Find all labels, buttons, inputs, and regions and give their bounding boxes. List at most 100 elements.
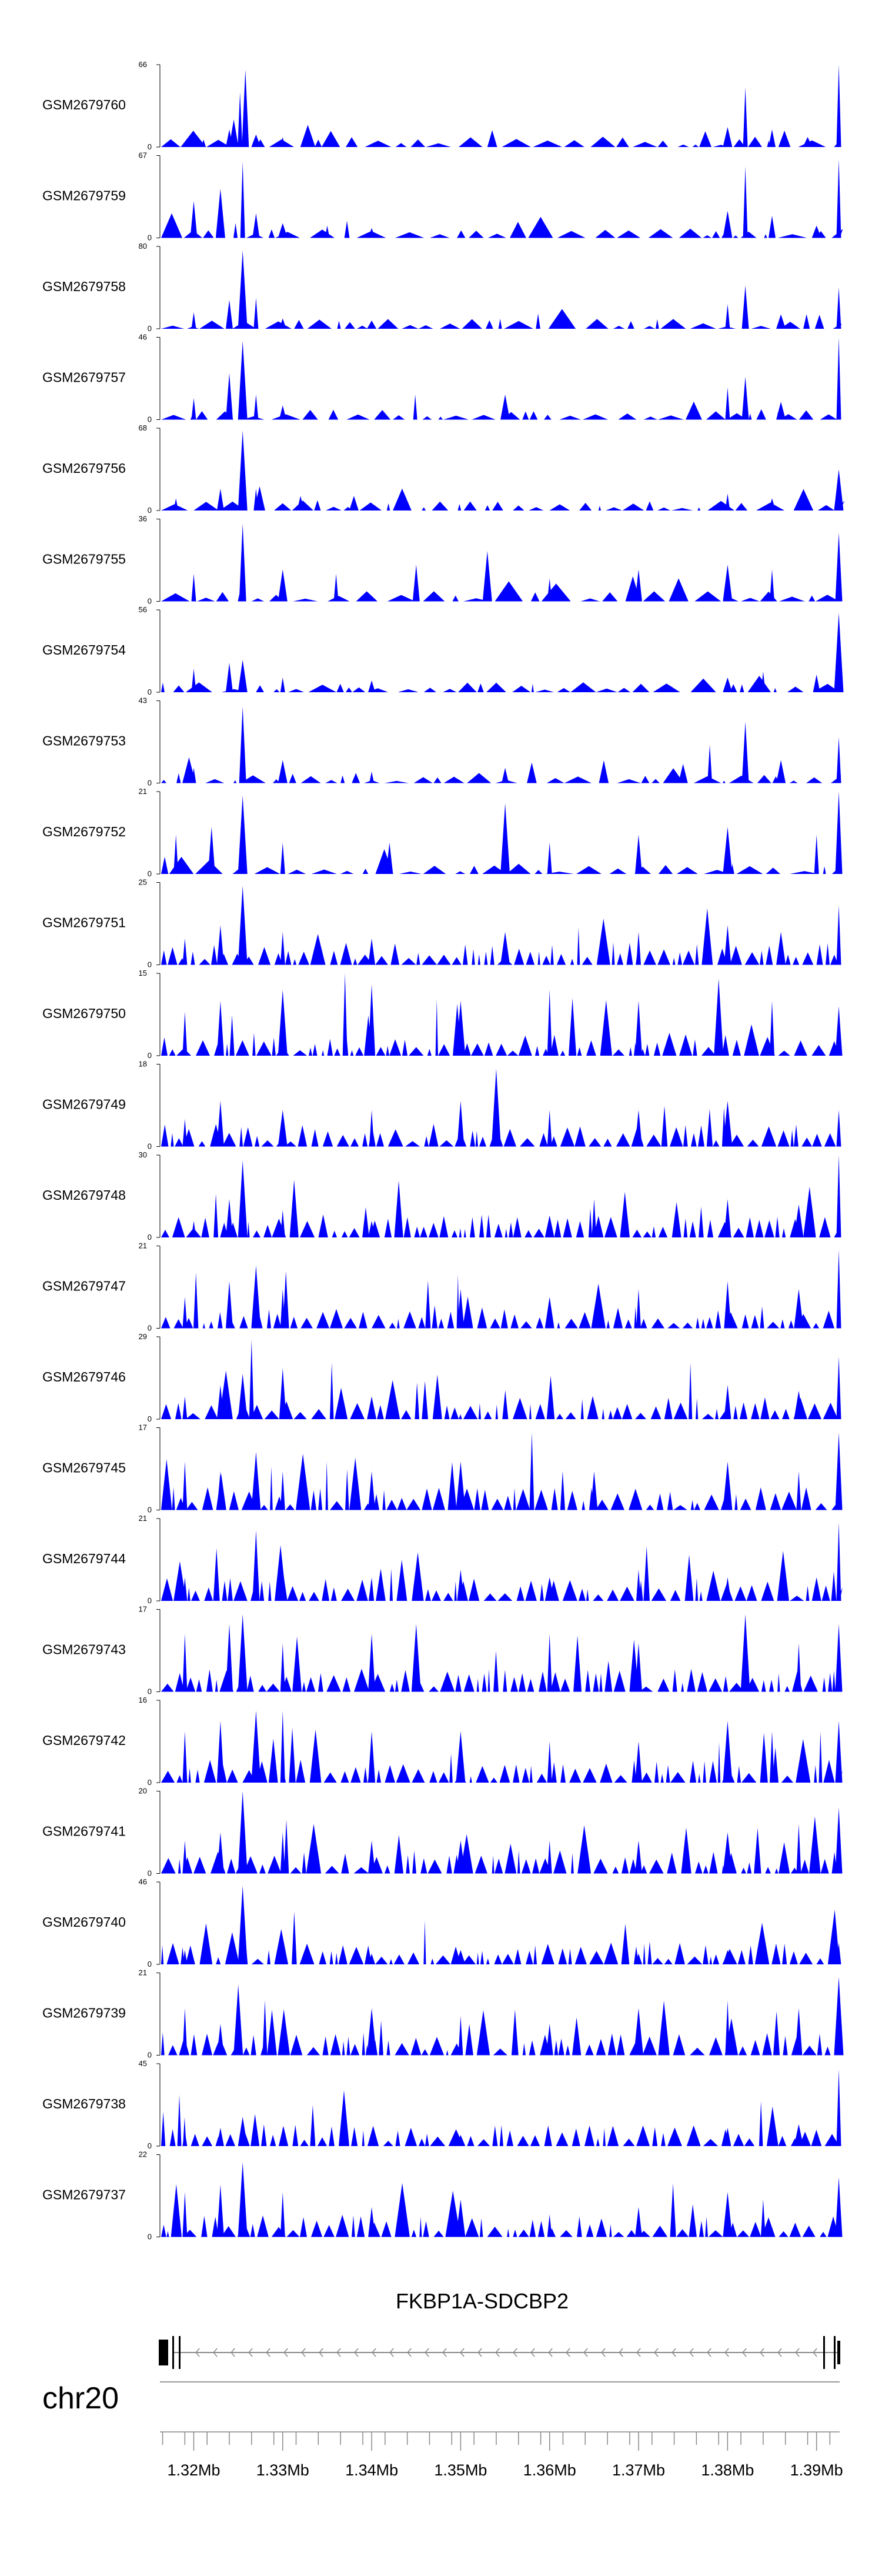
coverage-background	[161, 1271, 835, 1329]
track-label: GSM2679741	[42, 1824, 126, 1839]
coverage-peak	[278, 1569, 288, 1601]
coverage-peak	[635, 1643, 642, 1692]
coverage-peak	[635, 1000, 642, 1056]
coverage-peak	[279, 2024, 286, 2056]
y-min-label: 0	[148, 142, 152, 151]
y-min-label: 0	[148, 1414, 152, 1423]
y-min-label: 0	[148, 1051, 152, 1060]
axis-tick-label: 1.37Mb	[612, 2461, 665, 2479]
axis-tick-label: 1.34Mb	[345, 2461, 398, 2479]
strand-arrow-icon	[389, 2348, 394, 2357]
track-GSM2679739: GSM2679739 21 0	[42, 1968, 844, 2060]
y-min-label: 0	[148, 415, 152, 424]
coverage-peak	[457, 1569, 465, 1601]
y-max-label: 45	[139, 2059, 147, 2068]
coverage-peak	[280, 2127, 285, 2146]
y-max-label: 29	[139, 1332, 147, 1341]
coverage-peak	[776, 402, 786, 420]
coverage-background	[161, 2090, 840, 2146]
coverage-peak	[796, 1643, 801, 1692]
track-GSM2679750: GSM2679750 15 0	[42, 969, 843, 1060]
coverage-peak	[182, 2192, 188, 2237]
coverage-peak	[367, 2008, 377, 2056]
axis-tick-label: 1.35Mb	[434, 2461, 487, 2479]
y-max-label: 67	[139, 151, 147, 160]
coverage-peak	[456, 1840, 466, 1874]
strand-arrow-icon	[283, 2348, 288, 2357]
coverage-peak	[226, 663, 233, 692]
coverage-background	[161, 125, 840, 147]
coverage-peak	[238, 2117, 248, 2146]
track-label: GSM2679751	[42, 915, 126, 930]
coverage-peak	[592, 1199, 597, 1237]
coverage-peak	[769, 498, 776, 510]
coverage-peak	[835, 532, 843, 602]
y-min-label: 0	[148, 597, 152, 606]
coverage-peak	[456, 2135, 466, 2146]
strand-arrow-icon	[354, 2348, 359, 2357]
track-label: GSM2679747	[42, 1279, 126, 1294]
coverage-peak	[233, 1984, 243, 2056]
track-GSM2679746: GSM2679746 29 0	[42, 1332, 841, 1423]
strand-arrow-icon	[301, 2348, 306, 2357]
coverage-background	[161, 213, 843, 238]
coverage-peak	[208, 827, 215, 874]
coverage-peak	[280, 932, 285, 965]
coverage-background	[161, 1453, 840, 1510]
coverage-peak	[369, 1110, 375, 1147]
track-GSM2679740: GSM2679740 46 0	[42, 1877, 841, 1968]
y-max-label: 17	[139, 1605, 147, 1614]
coverage-peak	[835, 1432, 843, 1510]
coverage-peak	[836, 65, 841, 147]
y-min-label: 0	[148, 2233, 152, 2241]
coverage-peak	[724, 1199, 731, 1237]
coverage-peak	[835, 2177, 843, 2237]
track-GSM2679753: GSM2679753 43 0	[42, 696, 841, 788]
coverage-background	[161, 1636, 840, 1692]
coverage-peak	[190, 201, 198, 238]
coverage-peak	[280, 137, 285, 147]
strand-arrow-icon	[601, 2348, 606, 2357]
coverage-peak	[834, 469, 844, 510]
coverage-peak	[635, 1953, 642, 1964]
axis-tick-label: 1.39Mb	[790, 2461, 843, 2479]
coverage-peak	[226, 1624, 233, 1692]
coverage-peak	[723, 1721, 733, 1783]
coverage-peak	[795, 2008, 803, 2056]
coverage-peak	[723, 565, 733, 602]
coverage-peak	[547, 1741, 552, 1783]
coverage-peak	[714, 979, 724, 1056]
coverage-peak	[280, 1832, 285, 1874]
coverage-peak	[368, 1633, 376, 1692]
coverage-background	[161, 1816, 837, 1874]
coverage-peak	[251, 1451, 261, 1510]
coverage-peak	[457, 1100, 465, 1147]
coverage-peak	[723, 678, 733, 692]
coverage-peak	[741, 722, 749, 783]
strand-arrow-icon	[724, 2348, 729, 2357]
track-GSM2679745: GSM2679745 17 0	[42, 1423, 843, 1514]
coverage-peak	[769, 129, 776, 147]
coverage-peak	[544, 1215, 554, 1237]
strand-arrow-icon	[477, 2348, 482, 2357]
track-label: GSM2679752	[42, 824, 126, 839]
chromosome-axis-panel: chr20 1.32Mb 1.33Mb 1.34Mb 1.35Mb 1.36Mb 1.37…	[42, 2381, 843, 2479]
coverage-peak	[776, 932, 786, 965]
coverage-peak	[182, 1840, 188, 1874]
coverage-peak	[368, 1471, 376, 1510]
coverage-peak	[411, 1624, 421, 1692]
coverage-peak	[215, 188, 225, 238]
coverage-peak	[794, 2124, 804, 2146]
coverage-peak	[835, 1721, 843, 1783]
coverage-peak	[770, 569, 774, 602]
coverage-peak	[813, 675, 820, 692]
track-GSM2679741: GSM2679741 20 0	[42, 1787, 843, 1878]
coverage-peak	[216, 1471, 224, 1510]
coverage-peak	[741, 285, 749, 329]
coverage-peak	[457, 1289, 465, 1329]
coverage-peak	[182, 1012, 188, 1056]
strand-arrow-icon	[372, 2348, 376, 2357]
coverage-peak	[794, 1289, 804, 1329]
coverage-peak	[636, 1569, 641, 1601]
coverage-peak	[500, 394, 510, 420]
